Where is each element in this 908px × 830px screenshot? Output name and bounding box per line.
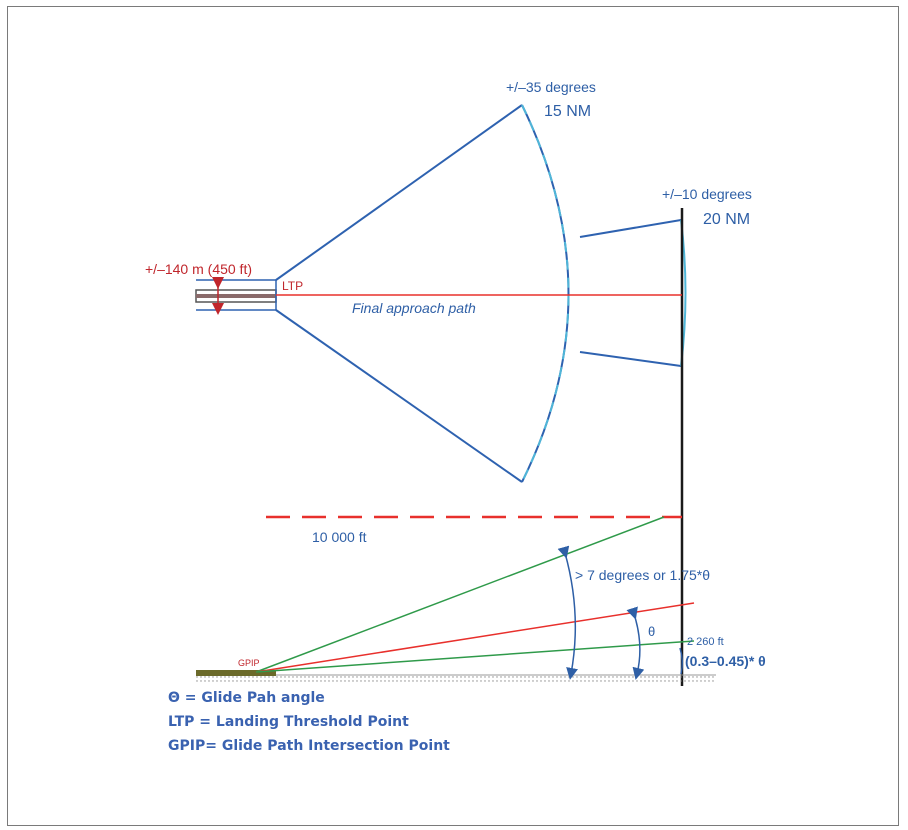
legend-theta: Θ = Glide Pah angle xyxy=(168,690,325,706)
theta-label: θ xyxy=(648,624,655,639)
ground-dotted xyxy=(196,675,716,682)
figure-frame xyxy=(7,6,899,826)
runway-profile xyxy=(196,670,276,676)
cone-35-label: +/–35 degrees xyxy=(506,79,596,95)
runway xyxy=(195,277,277,315)
height-2260-label: 2 260 ft xyxy=(687,636,724,648)
lower-factor-label: (0.3–0.45)* θ xyxy=(685,653,766,669)
sector-35-degrees xyxy=(275,104,570,483)
arc-theta xyxy=(626,606,645,680)
range-20-label: 20 NM xyxy=(703,211,750,228)
range-15-label: 15 NM xyxy=(544,103,591,120)
upper-angle-label: > 7 degrees or 1.75*θ xyxy=(575,567,710,583)
width-140-label: +/–140 m (450 ft) xyxy=(145,261,252,277)
legend-gpip: GPIP= Glide Path Intersection Point xyxy=(168,738,450,754)
legend-ltp: LTP = Landing Threshold Point xyxy=(168,714,409,730)
arc-lower-angle xyxy=(679,647,684,675)
sector-10-degrees xyxy=(579,219,687,367)
upper-limit-line xyxy=(255,516,665,673)
altitude-10000-label: 10 000 ft xyxy=(312,529,367,545)
glide-path-line xyxy=(255,602,695,673)
lower-limit-line xyxy=(255,640,695,673)
final-approach-label: Final approach path xyxy=(352,300,476,316)
gpip-label: GPIP xyxy=(238,658,260,668)
ltp-label: LTP xyxy=(282,279,303,293)
cone-10-label: +/–10 degrees xyxy=(662,186,752,202)
arc-upper-angle xyxy=(557,545,578,680)
